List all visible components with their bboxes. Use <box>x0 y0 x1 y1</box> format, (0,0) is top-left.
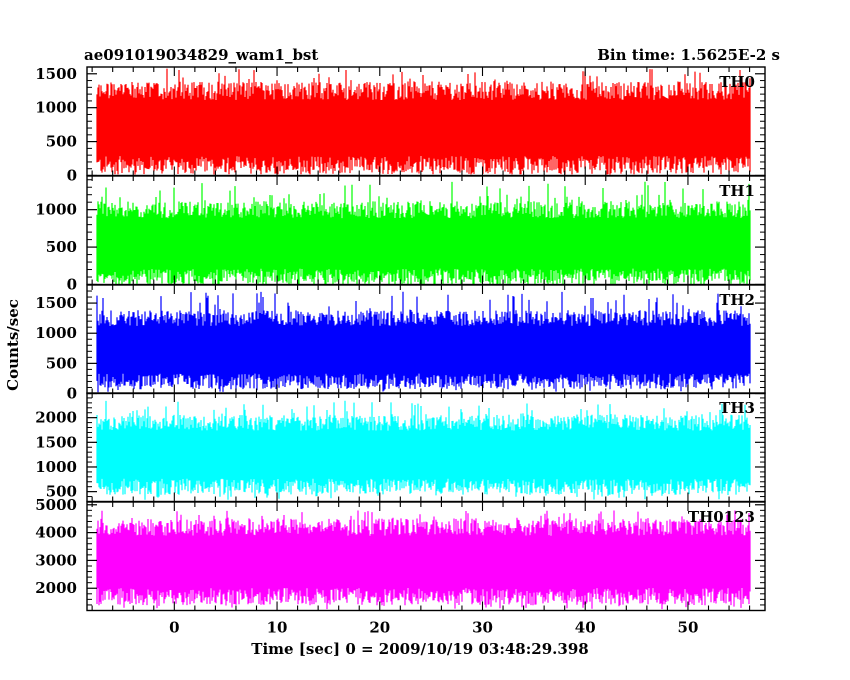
y-tick-label: 500 <box>46 238 77 256</box>
panel-label-th1: TH1 <box>719 182 755 200</box>
x-tick-label: 50 <box>678 619 699 637</box>
panel-label-th3: TH3 <box>719 399 755 417</box>
y-tick-label: 2000 <box>35 579 77 597</box>
x-axis-label: Time [sec] 0 = 2009/10/19 03:48:29.398 <box>251 640 588 658</box>
x-tick-label: 40 <box>575 619 596 637</box>
y-axis-label: Counts/sec <box>4 299 22 391</box>
series-th3-signal <box>96 400 751 500</box>
bin-time-label: Bin time: 1.5625E-2 s <box>597 46 780 64</box>
y-tick-label: 0 <box>67 167 77 185</box>
y-tick-label: 1000 <box>35 201 77 219</box>
y-tick-label: 5000 <box>35 496 77 514</box>
x-tick-label: 0 <box>169 619 179 637</box>
y-tick-label: 500 <box>46 133 77 151</box>
y-tick-label: 500 <box>46 483 77 501</box>
x-tick-label: 20 <box>369 619 390 637</box>
y-tick-label: 1000 <box>35 99 77 117</box>
y-tick-label: 0 <box>67 276 77 294</box>
series-th0-signal <box>96 68 751 175</box>
y-tick-label: 500 <box>46 354 77 372</box>
y-tick-label: 1000 <box>35 458 77 476</box>
series-th2-signal <box>96 291 751 393</box>
y-tick-label: 1500 <box>35 65 77 83</box>
series-th1-signal <box>96 181 751 285</box>
y-tick-label: 2000 <box>35 409 77 427</box>
y-tick-label: 3000 <box>35 551 77 569</box>
y-tick-label: 4000 <box>35 524 77 542</box>
panel-label-th0: TH0 <box>719 73 755 91</box>
y-tick-label: 0 <box>67 385 77 403</box>
panel-label-th2: TH2 <box>719 291 755 309</box>
y-tick-label: 1000 <box>35 324 77 342</box>
panel-label-th0123: TH0123 <box>688 508 755 526</box>
series-th0123-signal <box>96 510 751 610</box>
y-tick-label: 1500 <box>35 294 77 312</box>
chart-title: ae091019034829_wam1_bst <box>84 46 318 64</box>
panel-frame-th0123 <box>86 501 766 612</box>
y-tick-label: 1500 <box>35 433 77 451</box>
x-tick-label: 30 <box>472 619 493 637</box>
x-tick-label: 10 <box>267 619 288 637</box>
